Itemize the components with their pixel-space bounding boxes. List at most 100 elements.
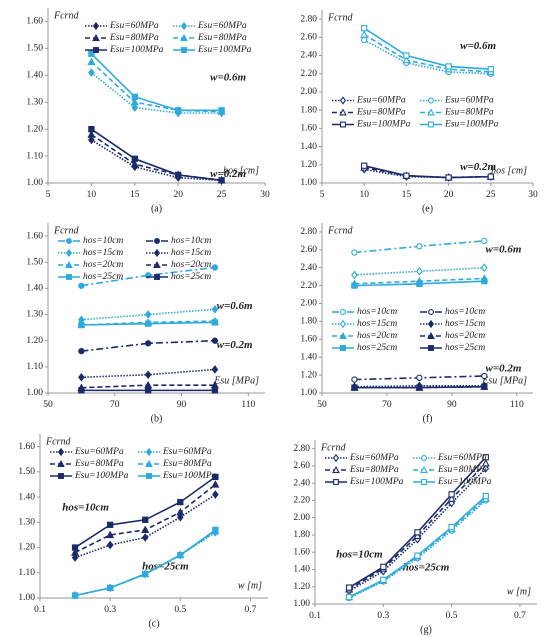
annotation: w=0.6m [460, 40, 496, 52]
y-tick-label: 1.30 [26, 310, 43, 320]
legend-marker [93, 47, 99, 53]
marker [402, 55, 411, 64]
y-tick-label: 1.40 [300, 352, 317, 362]
y-tick-label: 1.80 [300, 105, 317, 115]
y-tick-label: 1.60 [26, 231, 43, 241]
marker [106, 540, 114, 550]
marker [145, 340, 152, 347]
legend: Esu=60MPa Esu=80MPa Esu=100MPa Esu=60MPa Esu… [50, 447, 217, 481]
x-tick-label: 0.3 [104, 605, 116, 615]
marker [403, 52, 410, 59]
legend-label: hos=15cm [445, 319, 485, 329]
x-tick-label: 0.5 [174, 605, 186, 615]
marker [106, 530, 115, 539]
legend-marker [332, 453, 340, 463]
marker [445, 63, 452, 70]
x-tick-label: 70 [110, 400, 120, 410]
annotation: hos=10cm [336, 548, 383, 560]
marker [416, 374, 423, 381]
x-tick-label: 20 [444, 190, 454, 200]
marker [361, 162, 368, 169]
y-tick-label: 1.10 [26, 362, 43, 372]
legend-marker [332, 465, 340, 473]
legend-marker [92, 33, 100, 41]
x-tick-label: 0.5 [446, 611, 458, 621]
marker [448, 524, 455, 531]
legend-marker [180, 33, 188, 41]
marker [131, 103, 139, 112]
marker [211, 365, 219, 374]
panel-label: (f) [423, 413, 433, 424]
marker [78, 348, 85, 355]
marker [218, 107, 225, 114]
y-tick-label: 2.40 [300, 263, 317, 273]
marker [482, 464, 490, 473]
x-tick-label: 15 [402, 190, 412, 200]
legend-marker [58, 473, 64, 479]
legend-marker [153, 260, 161, 268]
marker [482, 492, 489, 500]
legend-label: Esu=60MPa [437, 453, 487, 463]
legend-marker [421, 479, 427, 485]
marker [88, 135, 95, 145]
marker [107, 521, 114, 528]
marker [445, 174, 452, 181]
legend-marker [428, 97, 434, 104]
y-tick-label: 1.20 [26, 336, 43, 346]
panel: 1.00 1.10 1.20 1.30 1.40 1.50 1.60 5 10 15 20 25 30 F… [26, 8, 270, 214]
y-axis-label: Fcrnd [320, 442, 346, 453]
y-tick-label: 1.40 [300, 142, 317, 152]
x-tick-label: 90 [447, 400, 457, 410]
legend-marker [428, 345, 434, 351]
y-tick-label: 2.80 [300, 14, 317, 24]
series-line [90, 71, 222, 114]
legend-marker [154, 274, 160, 280]
annotation: hos=25cm [403, 561, 450, 573]
annotation: w=0.2m [485, 363, 521, 375]
y-tick-label: 1.80 [293, 530, 310, 540]
legend: Esu=60MPa Esu=80MPa Esu=100MPa Esu=60MPa Esu… [325, 453, 492, 487]
series-line [90, 128, 222, 182]
legend-label: hos=20cm [357, 331, 397, 341]
marker [481, 237, 488, 245]
legend-marker [66, 274, 72, 280]
legend-marker [421, 455, 427, 461]
y-tick-label: 1.40 [26, 70, 43, 80]
marker [176, 507, 185, 516]
y-tick-label: 1.00 [300, 388, 317, 398]
series-line [81, 339, 215, 352]
marker [416, 267, 423, 276]
y-tick-label: 1.60 [300, 124, 317, 134]
legend-label: Esu=80MPa [444, 108, 494, 118]
annotation: hos=10cm [62, 501, 109, 513]
legend-label: Esu=80MPa [437, 465, 487, 475]
y-tick-label: 2.00 [293, 513, 310, 523]
marker [71, 548, 80, 556]
x-tick-label: 5 [320, 190, 325, 200]
marker [78, 282, 85, 289]
marker [142, 570, 149, 578]
legend-marker [339, 319, 347, 329]
marker [212, 473, 219, 481]
marker [144, 370, 152, 379]
series-line [363, 27, 491, 70]
marker [448, 498, 455, 508]
legend-label: Esu=100MPa [197, 45, 252, 55]
legend-marker [339, 96, 347, 105]
y-tick-label: 2.80 [300, 227, 317, 237]
marker [447, 494, 456, 502]
y-tick-label: 1.10 [26, 151, 43, 161]
legend-label: Esu=100MPa [437, 477, 492, 487]
marker [141, 525, 150, 534]
series-line [90, 139, 222, 182]
marker [175, 171, 182, 179]
legend-label: Esu=100MPa [444, 120, 499, 130]
legend-label: Esu=100MPa [162, 471, 217, 481]
legend-label: hos=15cm [83, 248, 123, 258]
panel-label: (e) [422, 203, 433, 214]
marker [141, 533, 149, 542]
y-axis-label: Fcrnd [327, 12, 353, 23]
y-tick-label: 1.60 [300, 335, 317, 345]
marker [351, 384, 358, 391]
legend-marker [145, 459, 153, 467]
